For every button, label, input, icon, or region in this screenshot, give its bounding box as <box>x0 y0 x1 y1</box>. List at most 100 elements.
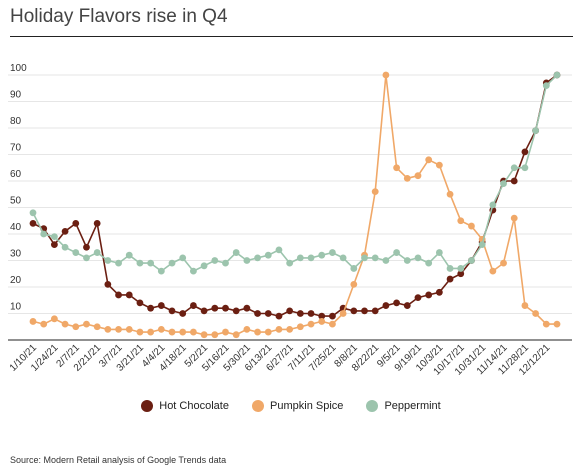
legend: Hot Chocolate Pumpkin Spice Peppermint <box>0 400 582 415</box>
series-line-hot-chocolate <box>32 74 558 317</box>
data-point-hot-chocolate <box>510 177 518 185</box>
data-point-peppermint <box>403 257 411 264</box>
data-point-pumpkin-spice <box>329 320 336 328</box>
data-point-peppermint <box>104 257 112 264</box>
data-point-peppermint <box>115 259 122 267</box>
data-point-peppermint <box>425 259 433 267</box>
data-point-pumpkin-spice <box>382 71 390 79</box>
data-point-pumpkin-spice <box>211 331 219 339</box>
data-point-pumpkin-spice <box>243 326 251 333</box>
data-point-hot-chocolate <box>393 299 400 307</box>
legend-swatch-pumpkin-spice <box>252 400 265 412</box>
data-point-peppermint <box>457 265 465 272</box>
data-point-peppermint <box>286 259 294 267</box>
legend-item-pumpkin-spice: Pumpkin Spice <box>252 400 343 412</box>
data-point-peppermint <box>339 254 347 262</box>
legend-label-hot-chocolate: Hot Chocolate <box>159 400 229 412</box>
data-point-hot-chocolate <box>72 220 80 227</box>
data-point-peppermint <box>264 251 272 259</box>
series-line-pumpkin-spice <box>32 74 557 336</box>
y-tick-label: 10 <box>10 302 22 313</box>
data-point-pumpkin-spice <box>414 172 422 180</box>
data-point-peppermint <box>211 257 219 264</box>
data-point-peppermint <box>179 254 187 262</box>
data-point-pumpkin-spice <box>318 318 326 325</box>
data-point-hot-chocolate <box>168 307 176 315</box>
data-point-peppermint <box>329 249 336 256</box>
series-peppermint <box>29 71 561 275</box>
series-line-peppermint <box>32 74 558 272</box>
data-point-peppermint <box>350 265 358 272</box>
data-point-pumpkin-spice <box>200 331 208 339</box>
data-point-pumpkin-spice <box>72 323 80 331</box>
series-hot-chocolate <box>29 71 561 320</box>
data-point-peppermint <box>125 251 133 259</box>
legend-item-peppermint: Peppermint <box>366 400 441 412</box>
data-point-hot-chocolate <box>190 302 197 309</box>
data-point-peppermint <box>318 251 326 259</box>
data-point-peppermint <box>29 209 37 217</box>
data-point-pumpkin-spice <box>489 267 497 275</box>
data-point-hot-chocolate <box>446 275 454 283</box>
legend-swatch-hot-chocolate <box>141 400 154 412</box>
data-point-pumpkin-spice <box>350 280 358 288</box>
data-point-hot-chocolate <box>286 307 294 315</box>
data-point-pumpkin-spice <box>339 310 347 317</box>
chart-title: Holiday Flavors rise in Q4 <box>10 6 228 27</box>
y-tick-label: 50 <box>10 196 22 207</box>
data-point-pumpkin-spice <box>435 161 443 169</box>
legend-label-peppermint: Peppermint <box>384 400 441 412</box>
data-point-peppermint <box>243 257 251 264</box>
data-point-pumpkin-spice <box>93 323 101 331</box>
data-point-peppermint <box>136 259 144 267</box>
data-point-pumpkin-spice <box>521 302 529 309</box>
source-note: Source: Modern Retail analysis of Google… <box>10 455 227 465</box>
data-point-hot-chocolate <box>329 312 336 320</box>
data-point-peppermint <box>414 254 422 262</box>
data-point-hot-chocolate <box>83 243 90 251</box>
data-point-peppermint <box>50 233 58 241</box>
data-point-pumpkin-spice <box>264 328 272 336</box>
title-divider <box>10 36 573 37</box>
data-point-hot-chocolate <box>371 307 379 315</box>
data-point-hot-chocolate <box>264 310 272 317</box>
data-point-hot-chocolate <box>136 299 144 307</box>
data-point-hot-chocolate <box>211 304 219 312</box>
data-point-peppermint <box>168 259 176 267</box>
data-point-peppermint <box>61 243 69 251</box>
data-point-hot-chocolate <box>435 288 443 296</box>
data-point-hot-chocolate <box>254 310 261 317</box>
data-point-pumpkin-spice <box>307 320 315 328</box>
data-point-pumpkin-spice <box>532 310 540 317</box>
data-point-pumpkin-spice <box>83 320 90 328</box>
data-point-pumpkin-spice <box>393 164 400 172</box>
data-point-peppermint <box>200 262 208 270</box>
data-point-pumpkin-spice <box>457 217 465 225</box>
data-point-hot-chocolate <box>350 307 358 315</box>
data-point-pumpkin-spice <box>553 320 561 328</box>
data-point-hot-chocolate <box>200 307 208 315</box>
data-point-pumpkin-spice <box>275 326 283 333</box>
y-tick-label: 80 <box>10 116 22 127</box>
data-point-peppermint <box>222 259 229 267</box>
data-point-pumpkin-spice <box>157 326 165 333</box>
data-point-pumpkin-spice <box>50 315 58 323</box>
y-tick-label: 40 <box>10 222 22 233</box>
data-point-hot-chocolate <box>115 291 122 299</box>
data-point-peppermint <box>510 164 518 172</box>
data-point-peppermint <box>72 249 80 256</box>
legend-swatch-peppermint <box>366 400 379 412</box>
data-point-peppermint <box>190 267 197 275</box>
data-point-hot-chocolate <box>382 302 390 309</box>
legend-label-pumpkin-spice: Pumpkin Spice <box>270 400 344 412</box>
data-point-peppermint <box>500 180 507 188</box>
y-tick-label: 60 <box>10 169 22 180</box>
y-tick-label: 100 <box>10 63 27 74</box>
data-point-pumpkin-spice <box>254 328 261 336</box>
legend-item-hot-chocolate: Hot Chocolate <box>141 400 229 412</box>
data-point-peppermint <box>83 254 90 262</box>
data-point-hot-chocolate <box>307 310 315 317</box>
data-point-hot-chocolate <box>403 302 411 309</box>
data-point-pumpkin-spice <box>468 222 475 230</box>
data-point-peppermint <box>446 265 454 272</box>
